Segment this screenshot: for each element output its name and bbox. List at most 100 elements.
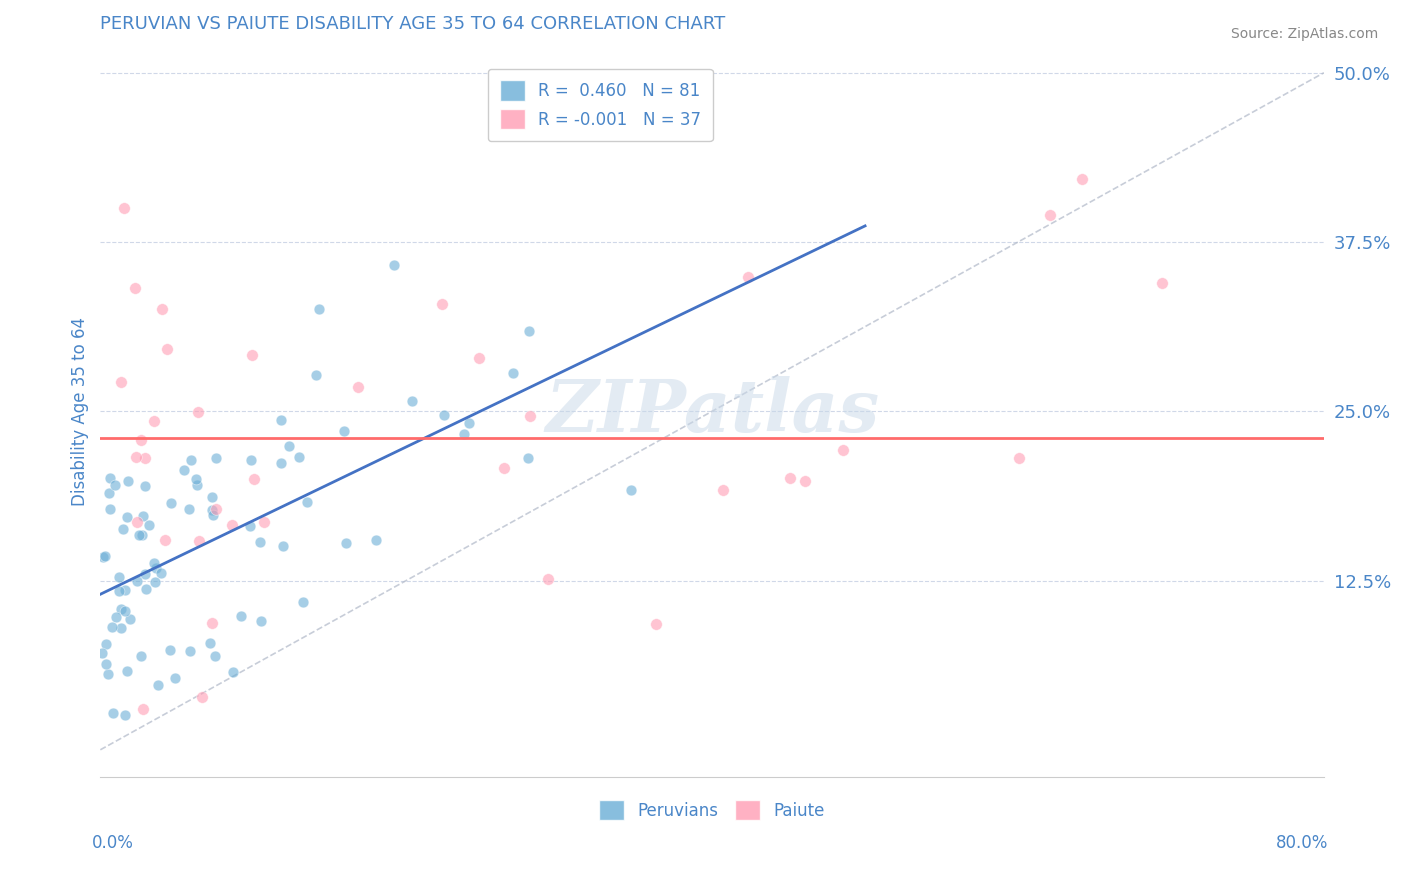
Peruvians — [108, 584, 131, 599]
Paiute — [156, 343, 179, 357]
Peruvians — [115, 664, 138, 678]
Paiute — [201, 616, 224, 631]
Peruvians — [335, 536, 357, 550]
Peruvians — [453, 427, 475, 442]
Peruvians — [184, 472, 207, 486]
Peruvians — [295, 494, 318, 508]
Peruvians — [107, 570, 129, 584]
Peruvians — [180, 453, 202, 467]
Peruvians — [138, 518, 160, 533]
Y-axis label: Disability Age 35 to 64: Disability Age 35 to 64 — [72, 317, 89, 506]
Peruvians — [277, 439, 299, 453]
Paiute — [188, 534, 211, 549]
Peruvians — [114, 707, 136, 722]
Peruvians — [94, 637, 117, 651]
Peruvians — [271, 540, 294, 554]
Paiute — [492, 460, 515, 475]
Paiute — [153, 533, 176, 548]
Peruvians — [159, 643, 181, 657]
Paiute — [346, 379, 368, 393]
Paiute — [240, 347, 263, 361]
Peruvians — [90, 646, 112, 660]
Peruvians — [91, 550, 114, 565]
Paiute — [537, 572, 560, 586]
Paiute — [143, 414, 166, 428]
Peruvians — [205, 450, 228, 465]
Peruvians — [129, 648, 152, 663]
Paiute — [125, 515, 148, 529]
Peruvians — [204, 648, 226, 663]
Peruvians — [201, 502, 224, 516]
Paiute — [1152, 276, 1174, 290]
Peruvians — [134, 567, 156, 582]
Paiute — [779, 471, 801, 485]
Peruvians — [131, 528, 153, 542]
Peruvians — [110, 601, 132, 615]
Peruvians — [502, 366, 524, 380]
Paiute — [737, 270, 759, 285]
Peruvians — [118, 612, 141, 626]
Peruvians — [198, 636, 221, 650]
Peruvians — [186, 478, 208, 492]
Peruvians — [517, 325, 540, 339]
Peruvians — [177, 501, 200, 516]
Peruvians — [143, 575, 166, 590]
Peruvians — [291, 595, 314, 609]
Peruvians — [149, 566, 172, 580]
Peruvians — [143, 557, 166, 571]
Paiute — [1039, 208, 1062, 222]
Paiute — [711, 483, 734, 497]
Paiute — [221, 517, 243, 532]
Paiute — [430, 297, 453, 311]
Peruvians — [93, 549, 115, 563]
Peruvians — [96, 657, 118, 671]
Paiute — [187, 405, 209, 419]
Peruvians — [432, 408, 454, 422]
Peruvians — [97, 486, 120, 500]
Peruvians — [125, 574, 148, 589]
Text: PERUVIAN VS PAIUTE DISABILITY AGE 35 TO 64 CORRELATION CHART: PERUVIAN VS PAIUTE DISABILITY AGE 35 TO … — [100, 15, 725, 33]
Peruvians — [308, 302, 330, 317]
Paiute — [468, 351, 491, 365]
Peruvians — [401, 393, 423, 408]
Peruvians — [104, 478, 127, 492]
Paiute — [1008, 450, 1031, 465]
Peruvians — [270, 456, 292, 470]
Paiute — [124, 450, 146, 464]
Peruvians — [117, 474, 139, 488]
Legend: Peruvians, Paiute: Peruvians, Paiute — [592, 793, 831, 827]
Peruvians — [128, 528, 150, 542]
Peruvians — [239, 519, 262, 533]
Paiute — [832, 443, 855, 458]
Paiute — [132, 701, 155, 715]
Peruvians — [620, 483, 643, 497]
Peruvians — [364, 533, 387, 548]
Paiute — [205, 501, 228, 516]
Peruvians — [173, 463, 195, 477]
Peruvians — [98, 471, 121, 485]
Peruvians — [201, 508, 224, 522]
Paiute — [644, 616, 666, 631]
Peruvians — [305, 368, 328, 383]
Peruvians — [201, 490, 224, 504]
Peruvians — [250, 614, 273, 628]
Paiute — [794, 474, 817, 488]
Peruvians — [101, 706, 124, 721]
Peruvians — [332, 424, 354, 438]
Peruvians — [160, 496, 183, 510]
Peruvians — [110, 621, 132, 635]
Peruvians — [146, 677, 169, 691]
Peruvians — [100, 620, 122, 634]
Peruvians — [134, 479, 156, 493]
Peruvians — [131, 508, 153, 523]
Paiute — [124, 281, 146, 295]
Peruvians — [231, 609, 253, 624]
Paiute — [134, 451, 156, 466]
Peruvians — [287, 450, 309, 464]
Peruvians — [179, 644, 201, 658]
Peruvians — [222, 665, 245, 680]
Peruvians — [105, 610, 128, 624]
Peruvians — [112, 523, 135, 537]
Paiute — [150, 302, 173, 317]
Peruvians — [145, 560, 167, 574]
